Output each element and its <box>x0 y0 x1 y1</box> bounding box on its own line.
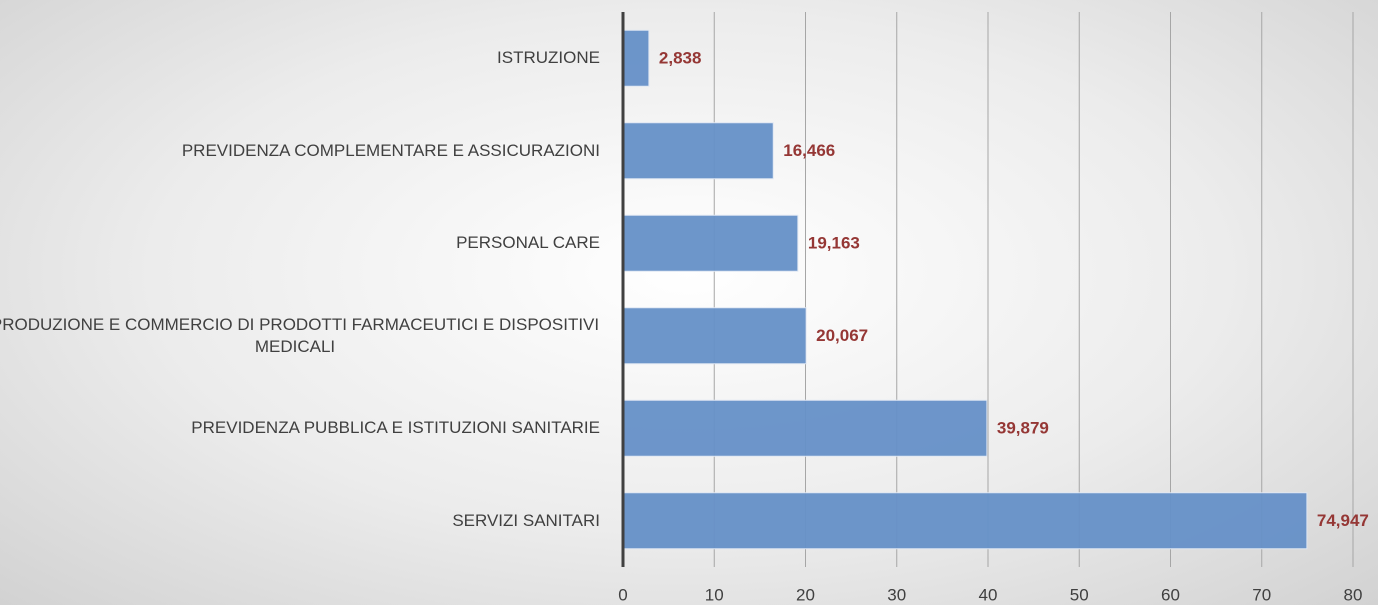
x-tick-label: 10 <box>705 585 724 604</box>
x-tick-label: 20 <box>796 585 815 604</box>
category-text: PRODUZIONE E COMMERCIO DI PRODOTTI FARMA… <box>0 314 600 356</box>
bar <box>622 214 799 272</box>
bar <box>622 122 774 180</box>
value-label: 39,879 <box>997 419 1049 438</box>
x-tick-label: 0 <box>618 585 627 604</box>
category-text: ISTRUZIONE <box>497 48 600 68</box>
x-tick-label: 30 <box>887 585 906 604</box>
bar <box>622 29 650 87</box>
category-text: PREVIDENZA COMPLEMENTARE E ASSICURAZIONI <box>181 140 600 160</box>
x-tick-label: 40 <box>979 585 998 604</box>
category-text: PERSONAL CARE <box>456 233 600 253</box>
x-tick-label: 80 <box>1344 585 1363 604</box>
category-text: SERVIZI SANITARI <box>452 510 600 530</box>
bar <box>622 399 988 457</box>
category-label: PREVIDENZA COMPLEMENTARE E ASSICURAZIONI <box>0 140 600 162</box>
category-text: PREVIDENZA PUBBLICA E ISTITUZIONI SANITA… <box>191 418 600 438</box>
bar <box>622 307 807 365</box>
category-label: SERVIZI SANITARI <box>0 510 600 532</box>
category-label: PRODUZIONE E COMMERCIO DI PRODOTTI FARMA… <box>0 314 600 358</box>
value-label: 74,947 <box>1317 511 1369 530</box>
value-label: 19,163 <box>808 234 860 253</box>
category-label: ISTRUZIONE <box>0 47 600 69</box>
x-tick-label: 50 <box>1070 585 1089 604</box>
category-label: PREVIDENZA PUBBLICA E ISTITUZIONI SANITA… <box>0 417 600 439</box>
category-label: PERSONAL CARE <box>0 232 600 254</box>
value-label: 16,466 <box>783 141 835 160</box>
value-label: 20,067 <box>816 326 868 345</box>
value-label: 2,838 <box>659 49 702 68</box>
x-tick-label: 60 <box>1161 585 1180 604</box>
bar <box>622 492 1308 550</box>
x-tick-label: 70 <box>1252 585 1271 604</box>
